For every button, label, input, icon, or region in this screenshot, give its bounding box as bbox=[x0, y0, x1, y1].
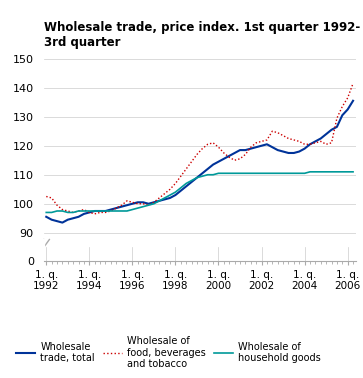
Legend: Wholesale
trade, total, Wholesale of
food, beverages
and tobacco, Wholesale of
h: Wholesale trade, total, Wholesale of foo… bbox=[12, 332, 325, 373]
Text: Wholesale trade, price index. 1st quarter 1992-
3rd quarter: Wholesale trade, price index. 1st quarte… bbox=[44, 21, 360, 49]
